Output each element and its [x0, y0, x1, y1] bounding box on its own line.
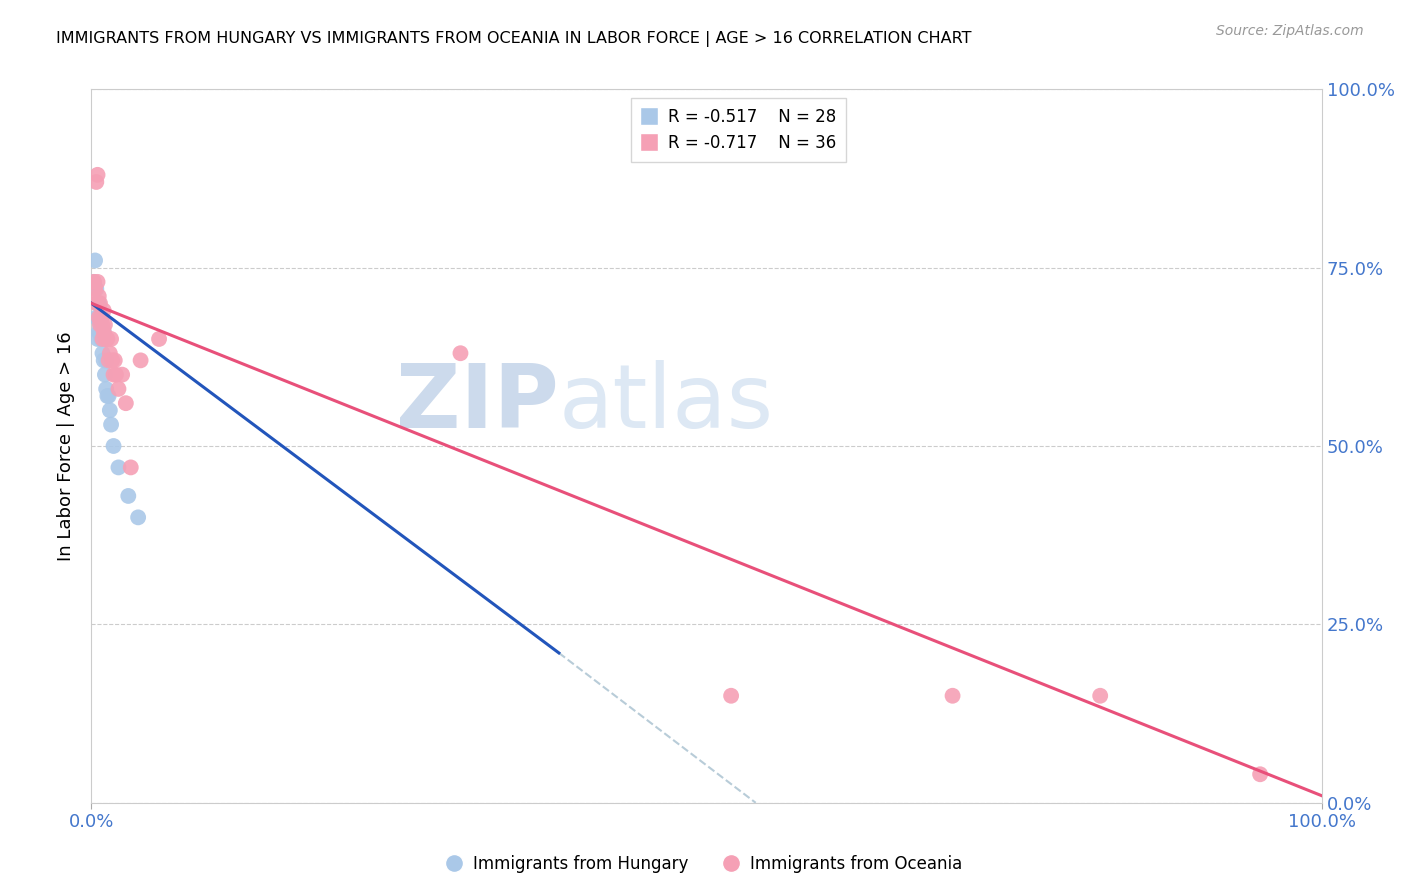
- Point: [86, 310, 108, 325]
- Point: [941, 689, 963, 703]
- Point: [93, 303, 115, 318]
- Point: [127, 510, 149, 524]
- Point: [96, 389, 118, 403]
- Point: [103, 368, 125, 382]
- Point: [89, 318, 111, 332]
- Point: [100, 332, 122, 346]
- Point: [1249, 767, 1271, 781]
- Point: [94, 318, 117, 332]
- Point: [86, 168, 108, 182]
- Point: [114, 396, 138, 410]
- Point: [94, 368, 117, 382]
- Point: [96, 332, 118, 346]
- Point: [98, 403, 121, 417]
- Legend: Immigrants from Hungary, Immigrants from Oceania: Immigrants from Hungary, Immigrants from…: [437, 848, 969, 880]
- Point: [90, 332, 112, 346]
- Point: [86, 275, 108, 289]
- Text: Source: ZipAtlas.com: Source: ZipAtlas.com: [1216, 24, 1364, 38]
- Point: [96, 332, 117, 346]
- Point: [129, 353, 152, 368]
- Point: [84, 282, 107, 296]
- Legend: R = -0.517    N = 28, R = -0.717    N = 36: R = -0.517 N = 28, R = -0.717 N = 36: [631, 97, 846, 161]
- Point: [90, 310, 112, 325]
- Point: [89, 325, 111, 339]
- Point: [100, 417, 122, 432]
- Point: [96, 353, 117, 368]
- Point: [93, 325, 115, 339]
- Point: [93, 353, 115, 368]
- Point: [720, 689, 742, 703]
- Point: [1088, 689, 1111, 703]
- Point: [91, 332, 114, 346]
- Point: [107, 382, 129, 396]
- Point: [86, 282, 108, 296]
- Text: atlas: atlas: [558, 359, 775, 447]
- Point: [86, 296, 108, 310]
- Point: [87, 296, 110, 310]
- Point: [97, 389, 120, 403]
- Point: [105, 368, 127, 382]
- Point: [96, 382, 117, 396]
- Point: [87, 310, 110, 325]
- Point: [89, 318, 111, 332]
- Point: [90, 310, 112, 325]
- Point: [87, 325, 110, 339]
- Point: [86, 175, 108, 189]
- Point: [111, 368, 134, 382]
- Point: [89, 296, 111, 310]
- Point: [104, 353, 127, 368]
- Point: [98, 346, 121, 360]
- Point: [107, 460, 129, 475]
- Point: [449, 346, 471, 360]
- Point: [103, 439, 125, 453]
- Point: [148, 332, 170, 346]
- Point: [84, 253, 107, 268]
- Point: [97, 353, 120, 368]
- Point: [101, 353, 124, 368]
- Point: [120, 460, 142, 475]
- Point: [93, 325, 115, 339]
- Text: IMMIGRANTS FROM HUNGARY VS IMMIGRANTS FROM OCEANIA IN LABOR FORCE | AGE > 16 COR: IMMIGRANTS FROM HUNGARY VS IMMIGRANTS FR…: [56, 31, 972, 47]
- Point: [87, 310, 110, 325]
- Point: [86, 296, 108, 310]
- Point: [83, 275, 105, 289]
- Point: [86, 332, 108, 346]
- Y-axis label: In Labor Force | Age > 16: In Labor Force | Age > 16: [58, 331, 76, 561]
- Point: [117, 489, 139, 503]
- Text: ZIP: ZIP: [396, 359, 558, 447]
- Point: [87, 289, 110, 303]
- Point: [91, 346, 114, 360]
- Point: [91, 332, 114, 346]
- Point: [83, 275, 105, 289]
- Point: [91, 318, 114, 332]
